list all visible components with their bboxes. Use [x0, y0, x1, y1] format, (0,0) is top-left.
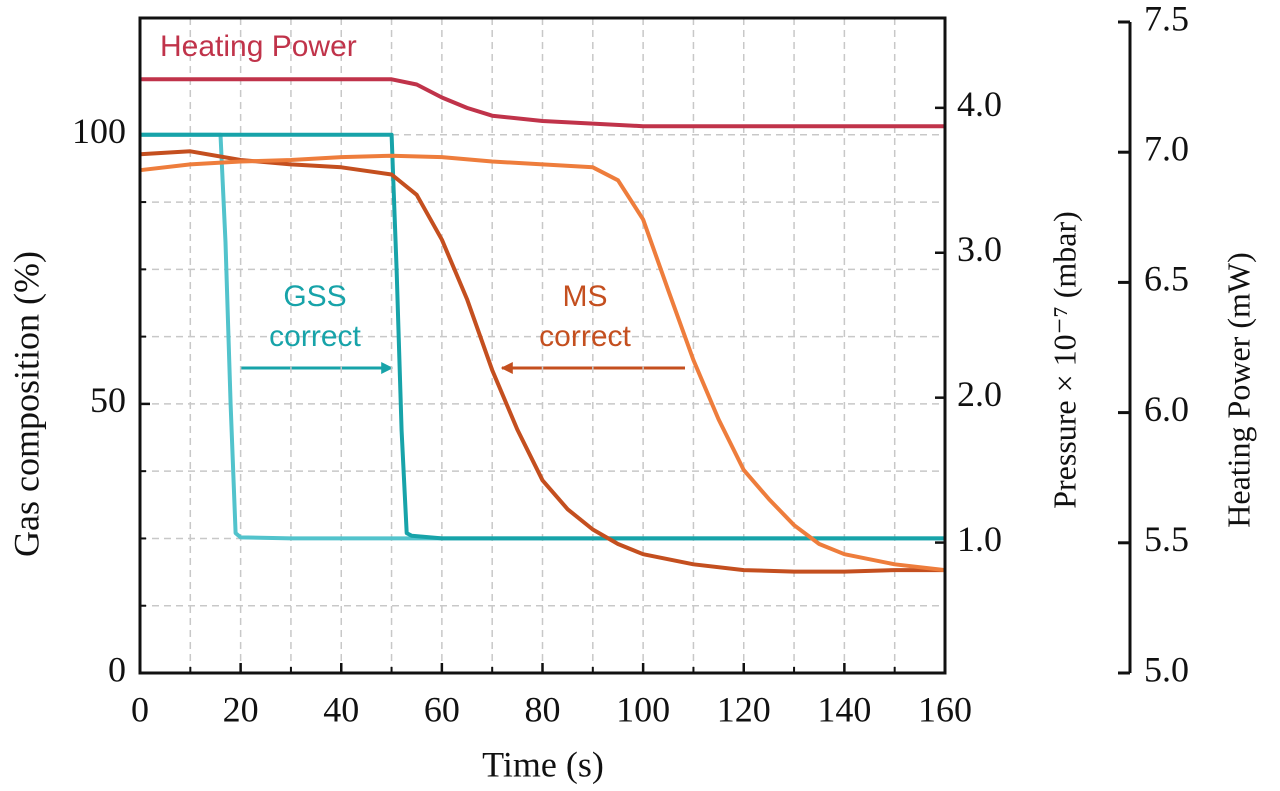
y2-axis-title: Pressure × 10⁻⁷ (mbar): [1046, 211, 1082, 509]
y3-tick-label: 5.0: [1144, 649, 1189, 689]
y-axis-title: Gas composition (%): [6, 251, 46, 557]
series-line: [140, 132, 945, 541]
y3-tick-label: 7.0: [1144, 128, 1189, 168]
annotation: Heating Power: [160, 30, 357, 63]
series-line: [140, 77, 945, 129]
y-tick-label: 0: [108, 649, 126, 689]
y3-axis-title: Heating Power (mW): [1220, 252, 1256, 527]
series-line: [139, 153, 946, 573]
y3-tick-label: 6.5: [1144, 259, 1189, 299]
x-tick-label: 20: [223, 689, 259, 729]
annotation: MS: [563, 280, 608, 313]
y2-tick-label: 2.0: [957, 374, 1002, 414]
y2-tick-label: 1.0: [957, 519, 1002, 559]
x-tick-label: 40: [323, 689, 359, 729]
x-tick-label: 60: [424, 689, 460, 729]
x-tick-label: 120: [717, 689, 771, 729]
x-tick-label: 100: [616, 689, 670, 729]
plot-frame: [138, 16, 947, 675]
x-tick-label: 140: [817, 689, 871, 729]
series-line: [139, 149, 945, 574]
x-tick-label: 80: [525, 689, 561, 729]
x-tick-label: 160: [918, 689, 972, 729]
y3-tick-label: 5.5: [1144, 519, 1189, 559]
y-tick-label: 100: [72, 111, 126, 151]
y2-tick-label: 4.0: [957, 84, 1002, 124]
y3-tick-label: 7.5: [1144, 0, 1189, 38]
annotation: correct: [539, 320, 631, 353]
x-axis-title: Time (s): [482, 744, 604, 784]
y3-tick-label: 6.0: [1144, 389, 1189, 429]
y-tick-label: 50: [90, 380, 126, 420]
annotation: correct: [269, 320, 361, 353]
x-tick-label: 0: [131, 689, 149, 729]
annotation: GSS: [283, 280, 346, 313]
y2-tick-label: 3.0: [957, 229, 1002, 269]
